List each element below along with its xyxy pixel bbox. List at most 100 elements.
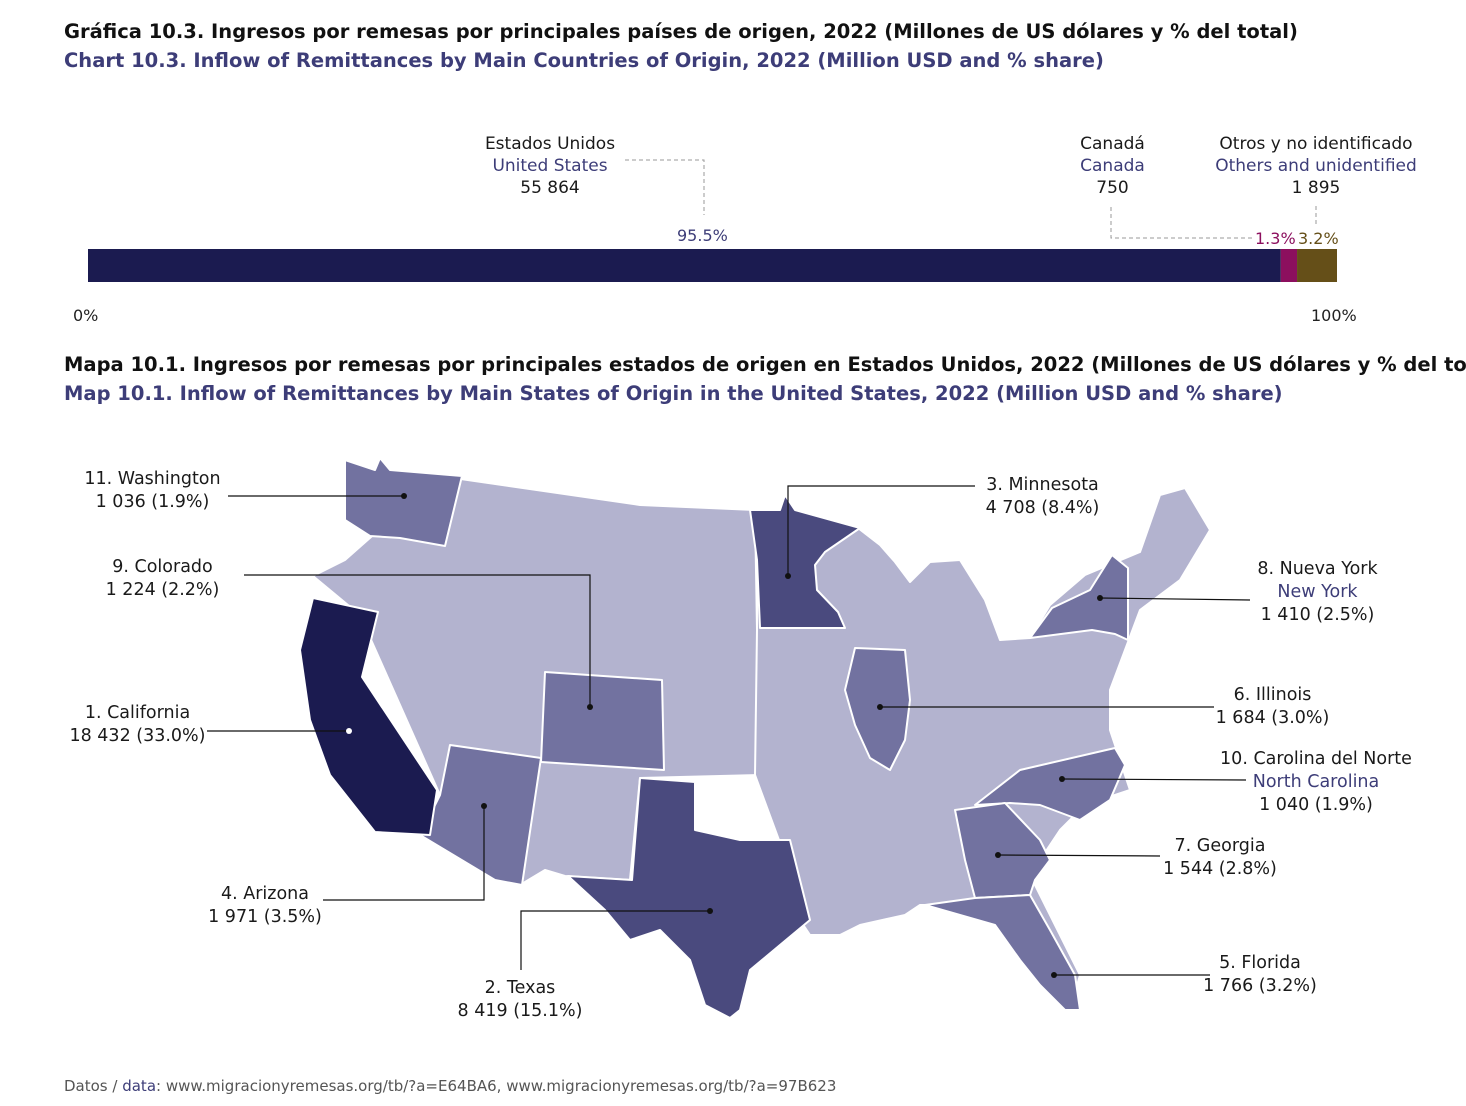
- state-colorado: [540, 671, 665, 771]
- label-illinois: 6. Illinois 1 684 (3.0%): [1205, 684, 1340, 730]
- marker-arizona: [481, 803, 487, 809]
- source-note: Datos / data: www.migracionyremesas.org/…: [64, 1077, 836, 1095]
- map-leaders: [207, 485, 1251, 976]
- state-minnesota: [749, 494, 861, 629]
- bar-segment-1: [88, 249, 1281, 282]
- canada-share-label: 1.3%: [1255, 229, 1296, 248]
- state-georgia: [954, 802, 1051, 899]
- us-share-label: 95.5%: [677, 226, 728, 245]
- canada-name-es: Canadá: [1080, 134, 1145, 154]
- washington-rank: 11. Washington: [84, 469, 221, 489]
- california-value: 18 432 (33.0%): [69, 726, 206, 746]
- leader-colorado: [244, 574, 591, 707]
- leader-arizona: [323, 806, 485, 901]
- marker-georgia: [995, 852, 1001, 858]
- state-illinois: [844, 647, 911, 771]
- illinois-value: 1 684 (3.0%): [1215, 708, 1330, 728]
- texas-rank: 2. Texas: [484, 978, 556, 998]
- leader-minnesota: [787, 485, 975, 576]
- state-texas: [567, 777, 811, 1019]
- bar-leaders: [625, 159, 1317, 239]
- marker-california: [346, 728, 352, 734]
- marker-new-york: [1097, 595, 1103, 601]
- marker-colorado: [587, 704, 593, 710]
- source-links: : www.migracionyremesas.org/tb/?a=E64BA6…: [156, 1077, 837, 1095]
- source-prefix: Datos /: [64, 1077, 123, 1095]
- new-york-name-en: New York: [1277, 582, 1358, 602]
- label-new-york: 8. Nueva York New York 1 410 (2.5%): [1240, 558, 1395, 627]
- others-value: 1 895: [1291, 178, 1341, 198]
- state-california: [299, 597, 438, 836]
- chart-title-en: Chart 10.3. Inflow of Remittances by Mai…: [64, 49, 1104, 72]
- marker-illinois: [877, 704, 883, 710]
- north-carolina-value: 1 040 (1.9%): [1259, 795, 1373, 815]
- florida-value: 1 766 (3.2%): [1203, 976, 1317, 996]
- arizona-value: 1 971 (3.5%): [208, 907, 322, 927]
- canada-leader: [1110, 207, 1253, 239]
- georgia-value: 1 544 (2.8%): [1163, 859, 1277, 879]
- us-map: [299, 457, 1211, 1019]
- colorado-rank: 9. Colorado: [112, 557, 213, 577]
- bar-segment-3: [1297, 249, 1337, 282]
- state-north-carolina: [974, 747, 1126, 821]
- state-washington: [344, 457, 463, 547]
- others-share-label: 3.2%: [1298, 229, 1339, 248]
- state-arizona: [419, 744, 542, 886]
- california-rank: 1. California: [84, 703, 191, 723]
- others-name-es: Otros y no identificado: [1219, 134, 1413, 154]
- label-florida: 5. Florida 1 766 (3.2%): [1190, 952, 1330, 998]
- north-carolina-name-en: North Carolina: [1252, 772, 1380, 792]
- new-york-value: 1 410 (2.5%): [1260, 605, 1375, 625]
- colorado-value: 1 224 (2.2%): [105, 580, 220, 600]
- label-minnesota: 3. Minnesota 4 708 (8.4%): [970, 474, 1115, 520]
- bar-segment-2: [1280, 249, 1298, 282]
- state-new-york: [1029, 554, 1129, 641]
- us-leader: [625, 159, 705, 215]
- marker-florida: [1051, 972, 1057, 978]
- georgia-rank: 7. Georgia: [1174, 836, 1266, 856]
- us-name-en: United States: [492, 156, 608, 176]
- label-texas: 2. Texas 8 419 (15.1%): [450, 977, 590, 1023]
- marker-washington: [401, 493, 407, 499]
- texas-value: 8 419 (15.1%): [457, 1001, 583, 1021]
- label-georgia: 7. Georgia 1 544 (2.8%): [1150, 835, 1290, 881]
- canada-value: 750: [1096, 178, 1129, 198]
- state-florida: [924, 894, 1081, 1011]
- florida-rank: 5. Florida: [1219, 953, 1301, 973]
- chart-title-es: Gráfica 10.3. Ingresos por remesas por p…: [64, 20, 1298, 43]
- axis-tick-100: 100%: [1311, 306, 1357, 325]
- minnesota-rank: 3. Minnesota: [986, 475, 1099, 495]
- marker-texas: [707, 908, 713, 914]
- us-name-es: Estados Unidos: [484, 134, 616, 154]
- others-name-en: Others and unidentified: [1215, 156, 1417, 176]
- leader-new-york: [1099, 597, 1251, 601]
- label-california: 1. California 18 432 (33.0%): [60, 702, 215, 748]
- canada-label: Canadá Canada 750: [1065, 133, 1160, 199]
- map-markers: [346, 493, 1103, 978]
- north-carolina-rank: 10. Carolina del Norte: [1220, 749, 1412, 769]
- leader-texas: [520, 910, 710, 970]
- label-colorado: 9. Colorado 1 224 (2.2%): [80, 556, 245, 602]
- marker-minnesota: [785, 573, 791, 579]
- label-north-carolina: 10. Carolina del Norte North Carolina 1 …: [1205, 748, 1427, 817]
- axis-tick-0: 0%: [73, 306, 99, 325]
- label-arizona: 4. Arizona 1 971 (3.5%): [195, 883, 335, 929]
- us-value: 55 864: [520, 178, 580, 198]
- map-base-east: [754, 487, 1211, 1011]
- leader-north-carolina: [1061, 778, 1247, 781]
- label-washington: 11. Washington 1 036 (1.9%): [70, 468, 235, 514]
- stacked-bar: [88, 249, 1337, 282]
- source-data-label: data: [122, 1077, 157, 1095]
- arizona-rank: 4. Arizona: [221, 884, 309, 904]
- minnesota-value: 4 708 (8.4%): [985, 498, 1100, 518]
- illinois-rank: 6. Illinois: [1233, 685, 1312, 705]
- others-label: Otros y no identificado Others and unide…: [1196, 133, 1436, 199]
- leader-georgia: [997, 854, 1161, 857]
- canada-name-en: Canada: [1080, 156, 1145, 176]
- marker-north-carolina: [1059, 776, 1065, 782]
- washington-value: 1 036 (1.9%): [95, 492, 210, 512]
- us-label: Estados Unidos United States 55 864: [470, 133, 630, 199]
- map-title-en: Map 10.1. Inflow of Remittances by Main …: [64, 382, 1283, 405]
- map-title-es: Mapa 10.1. Ingresos por remesas por prin…: [64, 353, 1466, 376]
